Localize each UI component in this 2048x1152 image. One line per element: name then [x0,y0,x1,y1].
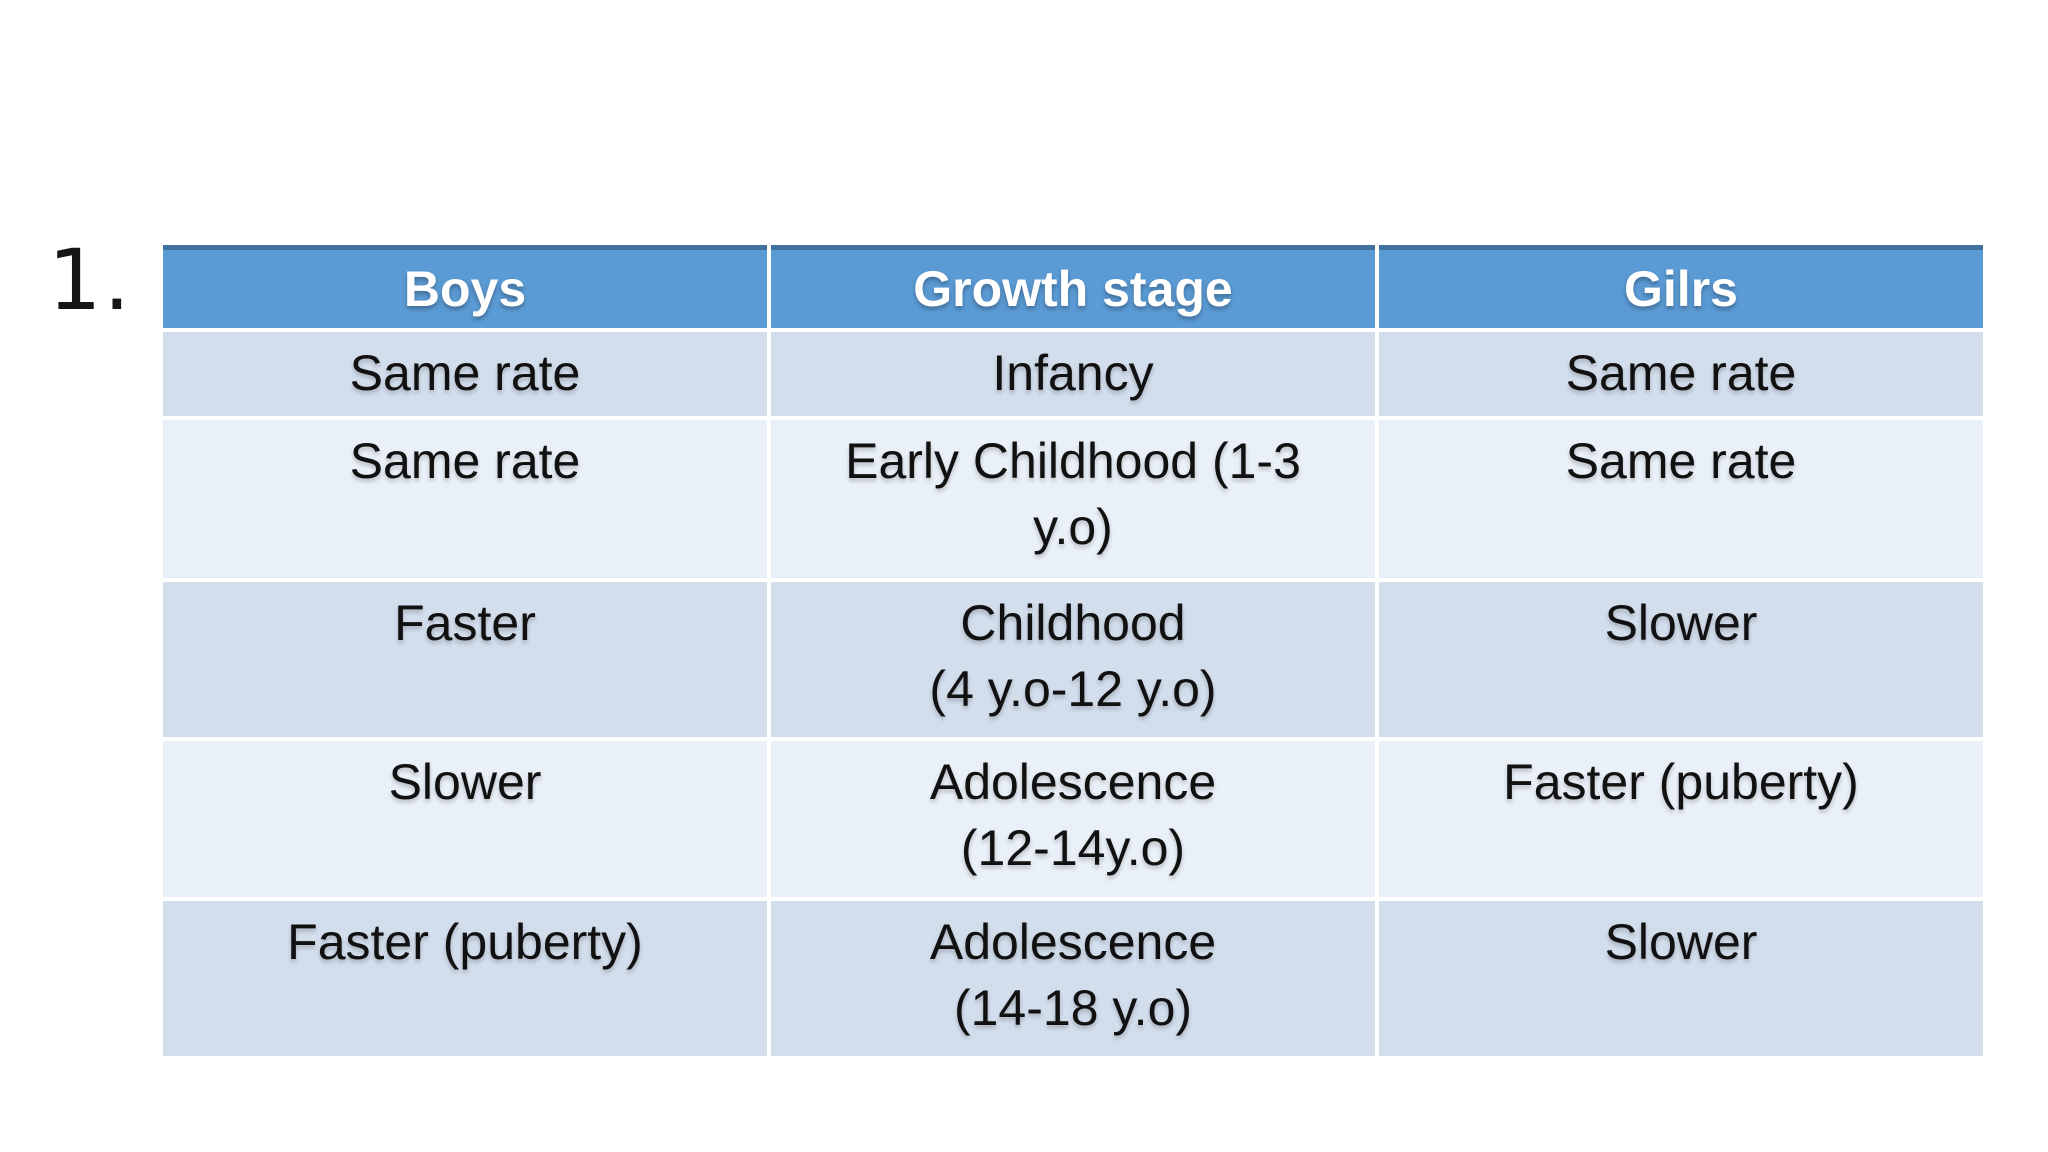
column-header-girls: Gilrs [1379,245,1983,328]
table-cell-adolescence-14-18-stage: Adolescence (14-18 y.o) [771,901,1375,1056]
table-cell-early-childhood-stage: Early Childhood (1-3 y.o) [771,420,1375,578]
table-cell-infancy-girls: Same rate [1379,332,1983,416]
table-cell-adolescence-12-14-girls: Faster (puberty) [1379,741,1983,897]
table-cell-childhood-boys: Faster [163,582,767,737]
table-cell-childhood-girls: Slower [1379,582,1983,737]
list-number: 1. [48,231,133,329]
growth-comparison-table: Boys Growth stage Gilrs Same rate Infanc… [163,245,1983,1056]
table-cell-childhood-stage: Childhood (4 y.o-12 y.o) [771,582,1375,737]
column-header-growth-stage: Growth stage [771,245,1375,328]
table-cell-adolescence-12-14-boys: Slower [163,741,767,897]
table-cell-early-childhood-girls: Same rate [1379,420,1983,578]
table-cell-adolescence-14-18-girls: Slower [1379,901,1983,1056]
table-cell-adolescence-14-18-boys: Faster (puberty) [163,901,767,1056]
table-cell-infancy-stage: Infancy [771,332,1375,416]
table-cell-infancy-boys: Same rate [163,332,767,416]
table-cell-early-childhood-boys: Same rate [163,420,767,578]
column-header-boys: Boys [163,245,767,328]
table-cell-adolescence-12-14-stage: Adolescence (12-14y.o) [771,741,1375,897]
